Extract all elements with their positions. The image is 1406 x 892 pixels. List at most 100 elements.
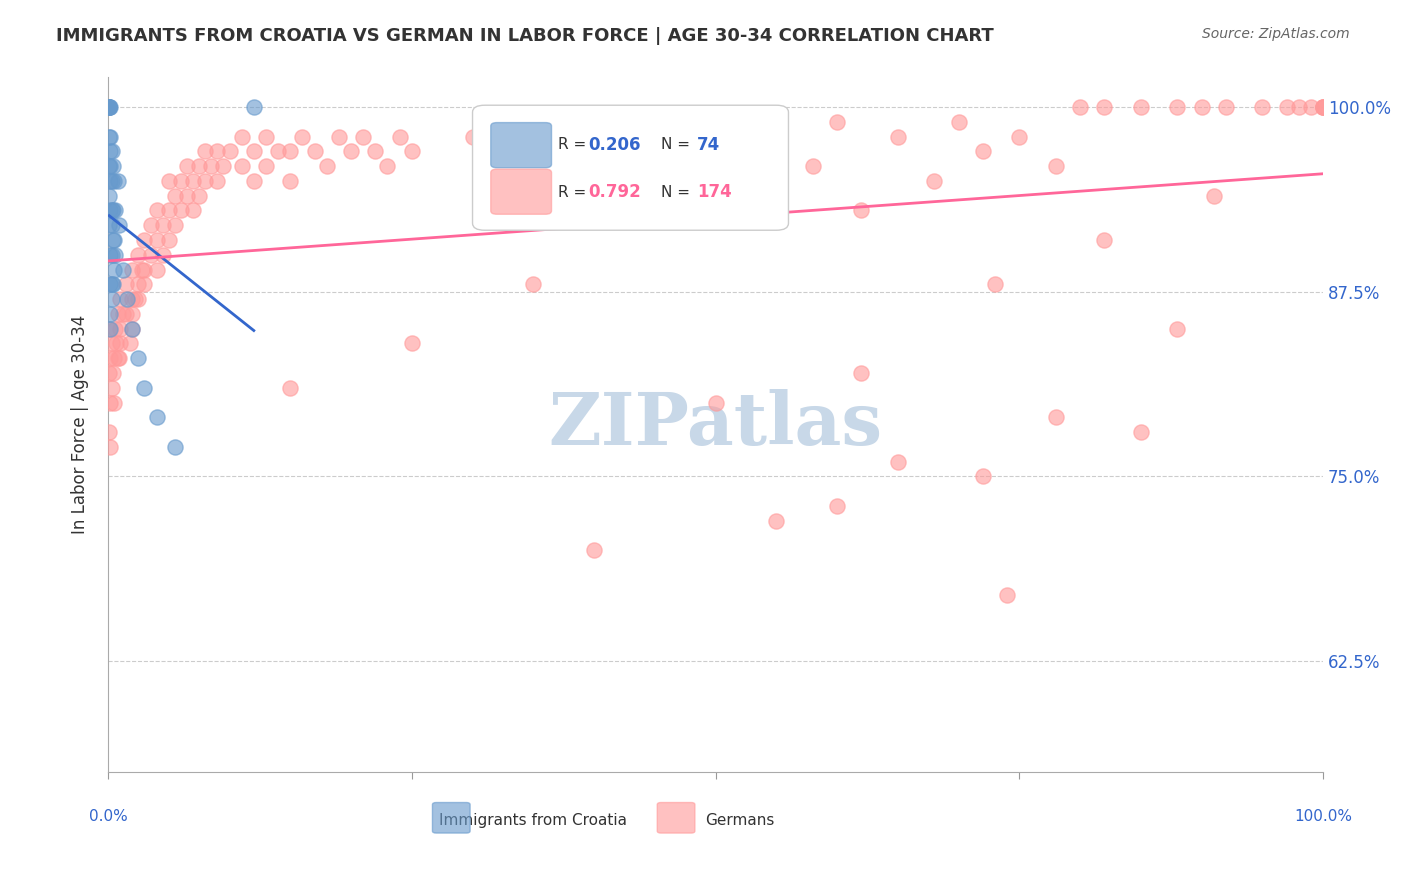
FancyBboxPatch shape bbox=[657, 803, 695, 833]
Point bbox=[401, 336, 423, 351]
Point bbox=[485, 145, 508, 159]
Text: 100.0%: 100.0% bbox=[1294, 809, 1353, 824]
Point bbox=[825, 499, 848, 513]
Point bbox=[134, 277, 156, 292]
Point bbox=[152, 218, 174, 232]
Point bbox=[522, 277, 544, 292]
Point bbox=[278, 381, 301, 395]
Point bbox=[108, 292, 131, 306]
Point bbox=[291, 129, 314, 144]
Point bbox=[728, 129, 751, 144]
Point bbox=[145, 262, 167, 277]
Point bbox=[104, 203, 127, 218]
Point bbox=[98, 366, 121, 380]
Point bbox=[139, 218, 162, 232]
Text: 74: 74 bbox=[697, 136, 721, 153]
Point bbox=[1008, 129, 1031, 144]
Point bbox=[1191, 100, 1213, 114]
Point bbox=[108, 218, 131, 232]
Point bbox=[98, 129, 121, 144]
Point bbox=[107, 174, 129, 188]
Point bbox=[304, 145, 326, 159]
Point bbox=[101, 233, 124, 247]
Point bbox=[995, 588, 1018, 602]
Point bbox=[139, 248, 162, 262]
Text: R =: R = bbox=[558, 137, 591, 153]
Text: 174: 174 bbox=[697, 183, 733, 201]
Point bbox=[107, 307, 129, 321]
Point bbox=[231, 159, 253, 173]
Point bbox=[188, 188, 211, 202]
Point bbox=[200, 159, 222, 173]
Point bbox=[98, 100, 121, 114]
Point bbox=[107, 351, 129, 366]
Point bbox=[1069, 100, 1091, 114]
Point bbox=[984, 277, 1007, 292]
Point bbox=[121, 292, 143, 306]
Point bbox=[765, 514, 787, 528]
Point bbox=[352, 129, 374, 144]
Point bbox=[218, 145, 240, 159]
Point bbox=[101, 159, 124, 173]
Point bbox=[103, 233, 125, 247]
Point bbox=[558, 129, 581, 144]
Point bbox=[100, 395, 122, 409]
Point bbox=[134, 233, 156, 247]
Point bbox=[98, 188, 121, 202]
Point bbox=[364, 145, 387, 159]
Point bbox=[851, 203, 873, 218]
Point bbox=[157, 174, 180, 188]
Point bbox=[100, 440, 122, 454]
FancyBboxPatch shape bbox=[472, 105, 789, 230]
Point bbox=[243, 100, 266, 114]
Point bbox=[887, 455, 910, 469]
Text: 0.0%: 0.0% bbox=[89, 809, 128, 824]
Point bbox=[765, 129, 787, 144]
Point bbox=[101, 277, 124, 292]
Point bbox=[583, 145, 606, 159]
Point bbox=[145, 410, 167, 425]
Point bbox=[188, 159, 211, 173]
Point bbox=[127, 351, 149, 366]
Point bbox=[152, 248, 174, 262]
Point bbox=[100, 145, 122, 159]
Point bbox=[1288, 100, 1310, 114]
FancyBboxPatch shape bbox=[433, 803, 470, 833]
Text: R =: R = bbox=[558, 185, 591, 200]
Point bbox=[1129, 100, 1152, 114]
Y-axis label: In Labor Force | Age 30-34: In Labor Force | Age 30-34 bbox=[72, 315, 89, 534]
Point bbox=[118, 336, 141, 351]
Point bbox=[115, 307, 138, 321]
Point bbox=[100, 248, 122, 262]
Point bbox=[851, 366, 873, 380]
Point bbox=[111, 307, 134, 321]
Point bbox=[108, 336, 131, 351]
Point bbox=[1092, 100, 1115, 114]
Point bbox=[98, 100, 121, 114]
Point bbox=[1299, 100, 1322, 114]
Point bbox=[101, 203, 124, 218]
Point bbox=[100, 159, 122, 173]
Point bbox=[522, 115, 544, 129]
FancyBboxPatch shape bbox=[491, 122, 551, 168]
FancyBboxPatch shape bbox=[491, 169, 551, 214]
Point bbox=[176, 188, 198, 202]
Point bbox=[181, 174, 204, 188]
Point bbox=[121, 307, 143, 321]
Point bbox=[98, 100, 121, 114]
Point bbox=[163, 218, 186, 232]
Point bbox=[1045, 410, 1067, 425]
Point bbox=[145, 203, 167, 218]
Point bbox=[100, 174, 122, 188]
Point bbox=[583, 543, 606, 558]
Point bbox=[103, 174, 125, 188]
Point bbox=[134, 381, 156, 395]
Point bbox=[607, 145, 630, 159]
Point bbox=[1275, 100, 1298, 114]
Point bbox=[972, 469, 994, 483]
Point bbox=[100, 277, 122, 292]
Point bbox=[100, 218, 122, 232]
Point bbox=[1312, 100, 1334, 114]
Point bbox=[924, 174, 946, 188]
Point bbox=[207, 145, 229, 159]
